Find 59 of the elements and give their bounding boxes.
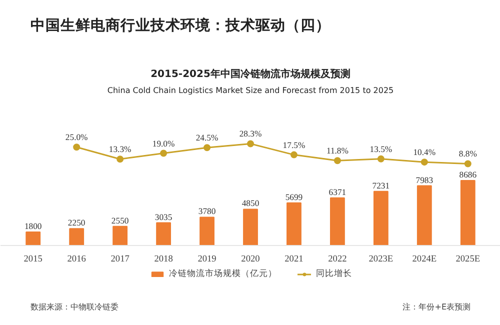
x-tick-label: 2024E (412, 254, 437, 265)
data-label: 1800 (24, 221, 42, 232)
data-label: 19.0% (152, 138, 175, 148)
data-label: 13.3% (108, 144, 132, 154)
data-label: 10.4% (413, 147, 436, 158)
point (420, 158, 428, 166)
data-label: 24.5% (196, 132, 218, 143)
x-tick-label: 2023E (368, 254, 394, 265)
x-tick-label: 2016 (67, 254, 86, 265)
x-tick-label: 2021 (284, 254, 304, 265)
bar (156, 222, 171, 246)
data-label: 11.8% (326, 146, 348, 156)
bar (112, 226, 128, 246)
bar (286, 202, 302, 246)
data-label: 3780 (198, 206, 216, 216)
text: 2015-2025年中国冷链物流市场规模及预测 China Cold Chain Logistics Market Size and Forecast from 2015 to 2025 (107, 68, 394, 95)
data-label: 8.8% (458, 148, 477, 159)
point (160, 150, 168, 157)
data-label: 2250 (68, 218, 86, 228)
annotation: 数据来源：中物联冷链委 (30, 302, 118, 312)
data-label: 4850 (242, 198, 260, 208)
data-label: 8686 (459, 170, 478, 180)
x-tick-label: 2015 (24, 254, 43, 265)
annotation: 注：年份+E表预测 (402, 302, 471, 312)
x-tick-label: 2025E (456, 254, 480, 265)
data-label: 6371 (328, 186, 346, 197)
point (73, 144, 80, 151)
bar (373, 190, 388, 246)
data-label: 28.3% (239, 128, 262, 139)
x-tick-label: 2017 (110, 254, 130, 265)
x-tick-label: 2022 (328, 254, 348, 265)
data-label: 2550 (111, 215, 129, 226)
bar (416, 185, 432, 246)
point (116, 156, 124, 163)
point (464, 160, 472, 168)
bar (460, 180, 476, 246)
legend-label: 同比增长 (316, 268, 352, 280)
bar (200, 216, 214, 246)
point (204, 144, 211, 152)
bar (330, 197, 345, 246)
data-label: 7983 (416, 174, 434, 185)
data-label: 17.5% (282, 140, 306, 150)
x-tick-label: 2020 (241, 254, 260, 265)
data-label: 13.5% (370, 144, 392, 154)
data-label: 25.0% (65, 132, 88, 142)
point (247, 140, 254, 148)
bar (26, 232, 41, 246)
text: 中国生鲜电商行业技术环境：技术驱动（四） (30, 16, 330, 34)
bar (243, 208, 258, 246)
point (290, 151, 298, 158)
data-label: 5699 (285, 192, 303, 202)
x-tick-label: 2018 (154, 254, 174, 265)
data-label: 7231 (372, 180, 390, 190)
point (334, 157, 341, 164)
data-label: 3035 (154, 212, 172, 222)
x-tick-label: 2019 (198, 254, 217, 265)
legend-label: 冷链物流市场规模（亿元） (169, 268, 277, 280)
point (377, 155, 384, 162)
bar (69, 228, 84, 246)
